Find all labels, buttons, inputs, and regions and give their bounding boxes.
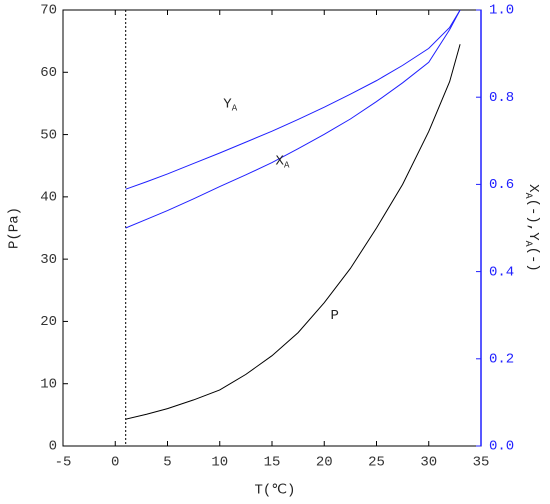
series-label-name: Y [223,96,232,112]
x-tick-label: 35 [473,455,490,471]
y2-tick-label: 0.2 [489,352,514,368]
y-tick-label: 20 [40,314,57,330]
series-line [125,44,461,420]
y2-tick-label: 0.0 [489,439,514,455]
x-tick-label: 10 [211,455,228,471]
axis-label-part: (-) [525,247,541,272]
series-label-sub: A [284,161,290,171]
y-tick-label: 60 [40,65,57,81]
series-label: XA [276,153,290,171]
x-tick-label: -5 [55,455,72,471]
series-label-name: P [330,308,338,324]
x-axis-label: T(℃) [255,483,296,499]
series-line [125,9,461,229]
y2-tick-label: 0.8 [489,90,514,106]
y-tick-label: 10 [40,376,57,392]
x-tick-label: 0 [111,455,119,471]
axis-label-part: A [522,193,533,199]
series-label-sub: A [232,104,238,114]
y-tick-label: 40 [40,190,57,206]
x-tick-label: 25 [368,455,385,471]
series-label: YA [223,96,237,114]
axis-label-part: X [525,184,541,193]
x-tick-label: 30 [420,455,437,471]
y-tick-label: 70 [40,3,57,19]
series-label-name: X [276,153,285,169]
axis-label-part: A [522,241,533,247]
y-axis-label: P(Pa) [7,207,23,249]
x-tick-label: 15 [264,455,281,471]
y2-tick-label: 0.6 [489,177,514,193]
series-label: P [330,308,338,324]
x-tick-label: 20 [316,455,333,471]
y2-tick-label: 1.0 [489,3,514,19]
axis-label-part: (-),Y [525,199,541,242]
series-line [125,9,461,190]
y-tick-label: 50 [40,127,57,143]
y2-tick-label: 0.4 [489,264,514,280]
y-tick-label: 0 [49,439,57,455]
x-tick-label: 5 [163,455,171,471]
y2-axis-label: XA(-),YA(-) [522,184,541,272]
y-tick-label: 30 [40,252,57,268]
